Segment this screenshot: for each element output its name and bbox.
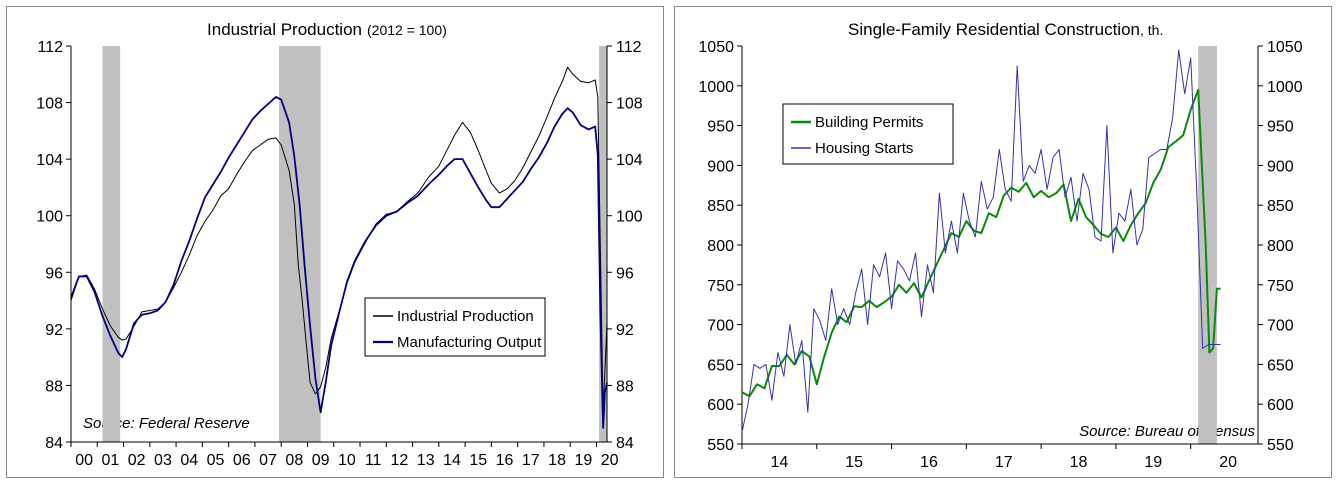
y-tick-label-left: 600 (707, 397, 734, 414)
x-tick-label: 17 (522, 452, 540, 469)
x-tick-label: 17 (995, 454, 1013, 471)
series-line-industrial-production (70, 66, 608, 412)
y-tick-label-left: 800 (707, 238, 734, 255)
y-tick-label-left: 100 (36, 209, 63, 226)
y-tick-label-left: 550 (707, 437, 734, 454)
x-tick-label: 15 (469, 452, 487, 469)
y-tick-label-right: 92 (616, 322, 634, 339)
legend-label: Industrial Production (397, 308, 534, 325)
y-tick-label-left: 84 (45, 435, 63, 452)
industrial-production-panel: Industrial Production (2012 = 100) Sourc… (6, 6, 664, 478)
y-tick-label-left: 950 (707, 119, 734, 136)
x-tick-label: 14 (443, 452, 461, 469)
x-tick-label: 10 (338, 452, 356, 469)
x-tick-label: 05 (207, 452, 225, 469)
y-tick-label-left: 96 (45, 265, 63, 282)
series-line-manufacturing-output (70, 96, 608, 429)
y-tick-label-left: 112 (37, 39, 63, 56)
x-tick-label: 16 (920, 454, 938, 471)
residential-construction-panel: Single-Family Residential Construction ,… (674, 6, 1332, 478)
y-tick-label-right: 600 (1267, 397, 1294, 414)
source-note: Source: Federal Reserve (83, 415, 250, 432)
y-tick-label-right: 100 (616, 209, 643, 226)
y-tick-label-right: 750 (1267, 278, 1294, 295)
legend-label: Manufacturing Output (397, 334, 542, 351)
chart-title: Single-Family Residential Construction (848, 20, 1140, 39)
y-tick-label-left: 750 (707, 278, 734, 295)
x-tick-label: 09 (312, 452, 330, 469)
y-tick-label-right: 950 (1267, 119, 1294, 136)
y-tick-label-right: 96 (616, 265, 634, 282)
industrial-production-chart: Industrial Production (2012 = 100) Sourc… (36, 20, 643, 469)
y-tick-label-right: 88 (616, 378, 634, 395)
x-tick-label: 08 (285, 452, 303, 469)
x-tick-label: 02 (128, 452, 146, 469)
series-line-building-permits (741, 88, 1221, 398)
x-tick-label: 16 (496, 452, 514, 469)
recession-band (599, 46, 608, 442)
y-tick-label-right: 850 (1267, 198, 1294, 215)
x-tick-label: 18 (548, 452, 566, 469)
y-tick-label-right: 650 (1267, 357, 1294, 374)
legend-label: Building Permits (815, 114, 923, 131)
x-tick-label: 12 (391, 452, 409, 469)
y-tick-label-left: 900 (707, 158, 734, 175)
y-tick-label-right: 84 (616, 435, 634, 452)
chart-title: Industrial Production (207, 20, 362, 39)
legend-label: Housing Starts (815, 140, 913, 157)
x-tick-label: 19 (1144, 454, 1162, 471)
x-tick-label: 15 (845, 454, 863, 471)
y-tick-label-left: 92 (45, 322, 63, 339)
x-tick-label: 03 (154, 452, 172, 469)
y-tick-label-right: 550 (1267, 437, 1294, 454)
y-tick-label-left: 1050 (698, 39, 734, 56)
y-tick-label-left: 104 (36, 152, 63, 169)
y-tick-label-right: 1050 (1267, 39, 1303, 56)
y-tick-label-left: 108 (36, 96, 63, 113)
y-tick-label-left: 1000 (698, 79, 734, 96)
x-tick-label: 04 (180, 452, 198, 469)
recession-band (1198, 46, 1217, 444)
y-tick-label-right: 800 (1267, 238, 1294, 255)
x-tick-label: 00 (75, 452, 93, 469)
x-tick-label: 20 (1219, 454, 1237, 471)
x-tick-label: 13 (417, 452, 435, 469)
recession-band (279, 46, 321, 442)
chart-title-note: (2012 = 100) (367, 22, 447, 38)
source-note: Source: Bureau of Census (1079, 423, 1255, 440)
y-tick-label-right: 112 (616, 39, 642, 56)
residential-construction-chart: Single-Family Residential Construction ,… (698, 20, 1303, 471)
x-tick-label: 01 (102, 452, 120, 469)
y-tick-label-left: 700 (707, 318, 734, 335)
legend-box (364, 297, 546, 357)
y-tick-label-left: 850 (707, 198, 734, 215)
y-tick-label-right: 104 (616, 152, 643, 169)
y-tick-label-right: 108 (616, 96, 643, 113)
y-tick-label-right: 700 (1267, 318, 1294, 335)
y-tick-label-right: 900 (1267, 158, 1294, 175)
x-tick-label: 18 (1070, 454, 1088, 471)
x-tick-label: 20 (601, 452, 619, 469)
y-tick-label-right: 1000 (1267, 79, 1303, 96)
y-tick-label-left: 88 (45, 378, 63, 395)
series-line-housing-starts (741, 49, 1221, 433)
y-tick-label-left: 650 (707, 357, 734, 374)
x-tick-label: 19 (574, 452, 592, 469)
x-tick-label: 11 (365, 452, 382, 469)
recession-band (102, 46, 121, 442)
chart-title-note: , th. (1140, 22, 1163, 38)
legend-box (782, 103, 954, 165)
x-tick-label: 14 (770, 454, 788, 471)
x-tick-label: 07 (259, 452, 277, 469)
x-tick-label: 06 (233, 452, 251, 469)
